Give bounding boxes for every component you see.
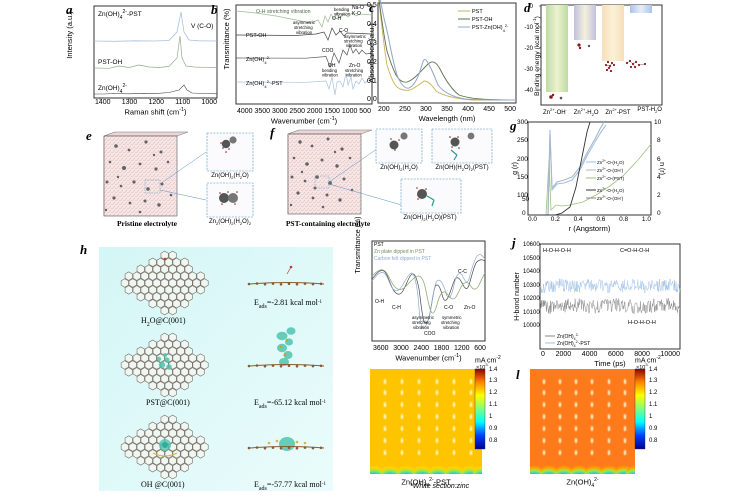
svg-text:PST-OH: PST-OH — [472, 17, 493, 23]
svg-text:Zn-O: Zn-O — [464, 305, 476, 311]
svg-text:Eads=-2.81 kcal mol-1: Eads=-2.81 kcal mol-1 — [254, 298, 323, 310]
svg-text:PST@C(001): PST@C(001) — [146, 398, 190, 407]
svg-text:C-C: C-C — [458, 269, 467, 275]
svg-text:V (C-O): V (C-O) — [191, 23, 213, 30]
svg-text:O-H: O-H — [375, 299, 385, 305]
svg-text:0: 0 — [530, 4, 534, 10]
svg-text:H-O-H-O-H: H-O-H-O-H — [628, 320, 656, 326]
svg-text:O-H: O-H — [332, 16, 342, 22]
svg-text:PST-OH: PST-OH — [98, 59, 123, 66]
svg-text:vibration: vibration — [322, 73, 338, 78]
svg-text:K-O: K-O — [352, 11, 361, 17]
svg-text:vibration: vibration — [413, 325, 430, 330]
svg-text:Carbon felt dipped in PST: Carbon felt dipped in PST — [374, 256, 431, 262]
svg-text:vibration: vibration — [443, 325, 460, 330]
svg-text:Zn(OH)42--PST: Zn(OH)42--PST — [557, 340, 590, 348]
svg-text:PST-OH: PST-OH — [246, 33, 267, 39]
svg-text:PST: PST — [472, 9, 483, 15]
svg-text:H-O-H-O-H: H-O-H-O-H — [543, 248, 571, 254]
svg-text:C-O: C-O — [444, 305, 453, 311]
svg-text:O-H stretching vibration: O-H stretching vibration — [256, 9, 311, 15]
svg-text:Zn2+-O-(PST): Zn2+-O-(PST) — [597, 175, 625, 181]
svg-text:C-H: C-H — [392, 305, 401, 311]
svg-text:Zn plate dipped in PST: Zn plate dipped in PST — [374, 249, 425, 255]
svg-text:Zn2+-O-(OH-): Zn2+-O-(OH-) — [597, 167, 624, 173]
svg-text:vibration: vibration — [346, 73, 362, 78]
svg-text:vibration: vibration — [296, 30, 313, 35]
svg-text:PST: PST — [374, 242, 384, 248]
svg-text:H2O@C(001): H2O@C(001) — [141, 316, 186, 328]
svg-text:Zn2+-O-(OH-): Zn2+-O-(OH-) — [597, 195, 624, 201]
svg-text:OH @C(001): OH @C(001) — [141, 480, 185, 489]
svg-text:COO: COO — [424, 331, 436, 337]
svg-text:Eads=-57.77 kcal mol-1: Eads=-57.77 kcal mol-1 — [254, 480, 327, 492]
svg-text:C=O-H-O-H: C=O-H-O-H — [620, 248, 649, 254]
svg-text:Eads=-65.12 kcal mol-1: Eads=-65.12 kcal mol-1 — [254, 398, 327, 410]
svg-text:COO: COO — [322, 48, 334, 54]
svg-text:vibration: vibration — [346, 43, 363, 48]
